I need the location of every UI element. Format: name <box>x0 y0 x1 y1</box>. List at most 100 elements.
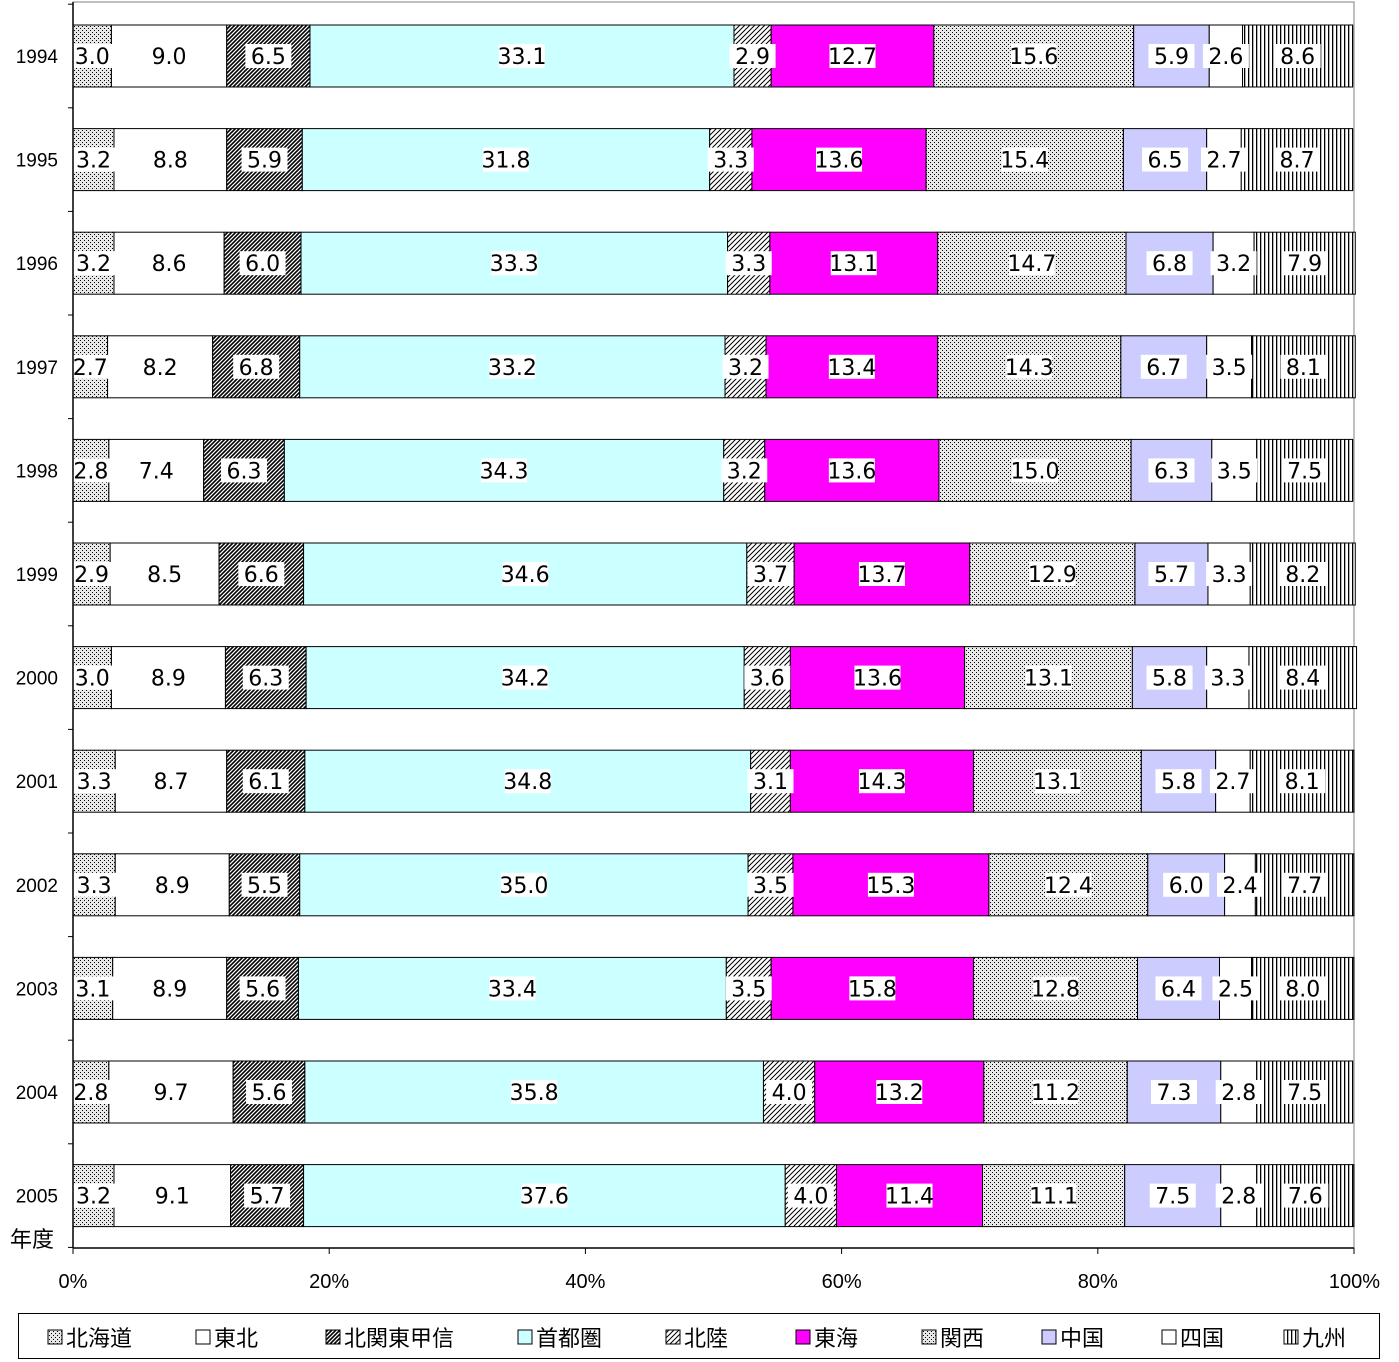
data-label: 11.1 <box>1029 1185 1078 1210</box>
data-label-bg <box>830 251 877 276</box>
category-label: 2002 <box>16 876 58 897</box>
data-label-bg <box>521 1183 568 1208</box>
data-label: 11.4 <box>885 1185 934 1210</box>
data-label: 5.7 <box>1154 563 1189 588</box>
data-label-bg <box>1206 354 1253 379</box>
data-label-bg <box>766 1080 813 1104</box>
data-label-bg <box>1148 44 1195 68</box>
data-label-bg <box>244 1183 291 1208</box>
data-label-bg <box>828 354 875 379</box>
data-label: 3.2 <box>76 1185 111 1210</box>
data-label: 8.2 <box>143 356 178 381</box>
data-label-bg <box>854 665 901 690</box>
data-label-bg <box>721 458 768 483</box>
legend-item: 北海道 <box>47 1323 132 1352</box>
data-label: 2.6 <box>1208 45 1243 70</box>
data-label: 8.0 <box>1285 977 1320 1002</box>
bar-segment <box>1251 335 1356 399</box>
data-label-bg <box>849 976 896 1001</box>
data-label-bg <box>242 665 289 690</box>
data-label: 15.4 <box>1000 149 1049 174</box>
data-label: 8.2 <box>1285 563 1320 588</box>
data-label-bg <box>1025 665 1072 690</box>
data-label: 4.0 <box>793 1185 828 1210</box>
data-label-bg <box>1279 976 1326 1001</box>
data-label-bg <box>149 872 196 897</box>
legend-label: 四国 <box>1180 1327 1225 1352</box>
data-label-bg <box>1006 354 1053 379</box>
data-label: 8.9 <box>151 667 186 692</box>
data-label: 37.6 <box>520 1185 569 1210</box>
legend-item: 中国 <box>1041 1323 1104 1352</box>
legend-item: 九州 <box>1283 1323 1347 1352</box>
data-label-bg <box>1215 1080 1262 1104</box>
data-label-bg <box>725 251 772 276</box>
data-label-bg <box>1281 251 1328 276</box>
data-label-bg <box>1030 1183 1077 1208</box>
data-label: 3.7 <box>753 563 788 588</box>
x-tick-label: 100% <box>1329 1271 1380 1293</box>
data-label-bg <box>67 458 114 483</box>
data-label: 35.8 <box>510 1081 559 1106</box>
data-label: 6.7 <box>1146 356 1181 381</box>
data-label-bg <box>1163 872 1210 897</box>
data-label-bg <box>747 562 794 586</box>
data-label: 5.6 <box>245 977 280 1002</box>
data-label-bg <box>876 1080 923 1104</box>
data-label-bg <box>147 147 194 172</box>
category-label: 2001 <box>16 772 58 793</box>
data-label-bg <box>242 769 289 794</box>
data-label-bg <box>69 44 116 68</box>
axes-layer: 1994 1995 1996 1997 1998 1999 2000 2001 2002 2003… <box>10 2 1380 1293</box>
data-label-bg <box>722 354 769 379</box>
data-label: 3.2 <box>728 356 763 381</box>
data-label-bg <box>1282 1183 1329 1208</box>
legend-label: 九州 <box>1302 1327 1347 1352</box>
legend-swatch <box>795 1329 811 1345</box>
data-label-bg <box>1142 147 1189 172</box>
data-label-bg <box>1045 872 1092 897</box>
data-label-bg <box>816 147 863 172</box>
x-tick-label: 80% <box>1078 1271 1118 1293</box>
stacked-bar-chart: 3.0 9.0 6.5 33.1 2.9 12.7 15.6 5.9 2.6 8.6 3.2 8.8 5… <box>10 1 1380 1293</box>
data-label-bg <box>491 251 538 276</box>
data-label: 2.7 <box>1206 149 1241 174</box>
legend-item: 首都圏 <box>517 1323 602 1352</box>
data-label: 35.0 <box>499 874 548 899</box>
legend-swatch <box>47 1329 63 1345</box>
data-label: 12.7 <box>828 45 877 70</box>
data-label: 33.3 <box>490 252 539 277</box>
bar-segment <box>1249 542 1356 606</box>
data-label: 5.8 <box>1152 667 1187 692</box>
data-label-bg <box>489 354 536 379</box>
data-label-bg <box>67 354 114 379</box>
data-label-bg <box>1029 562 1076 586</box>
data-label: 5.9 <box>247 149 282 174</box>
legend-label: 北陸 <box>684 1327 729 1352</box>
data-label: 8.5 <box>147 563 182 588</box>
data-label: 2.8 <box>1221 1081 1256 1106</box>
data-label: 2.7 <box>1215 770 1250 795</box>
data-label-bg <box>146 251 193 276</box>
legend-item: 関西 <box>921 1323 984 1352</box>
data-label: 7.6 <box>1288 1185 1323 1210</box>
legend-swatch <box>1161 1329 1177 1345</box>
data-label-bg <box>238 562 285 586</box>
data-label: 3.2 <box>76 149 111 174</box>
data-label-bg <box>747 872 794 897</box>
data-label-bg <box>1140 354 1187 379</box>
data-label: 5.5 <box>247 874 282 899</box>
data-label-bg <box>1206 562 1253 586</box>
data-label: 33.4 <box>488 977 537 1002</box>
data-label: 7.5 <box>1155 1185 1190 1210</box>
data-label-bg <box>502 665 549 690</box>
data-label: 15.6 <box>1009 45 1058 70</box>
data-label-bg <box>858 769 905 794</box>
legend-item: 北陸 <box>665 1323 729 1352</box>
data-label: 12.4 <box>1044 874 1093 899</box>
bar-segment <box>203 438 285 502</box>
data-label: 3.3 <box>77 874 112 899</box>
category-label: 2004 <box>16 1083 59 1104</box>
data-label: 15.0 <box>1011 459 1060 484</box>
data-label-bg <box>1032 976 1079 1001</box>
